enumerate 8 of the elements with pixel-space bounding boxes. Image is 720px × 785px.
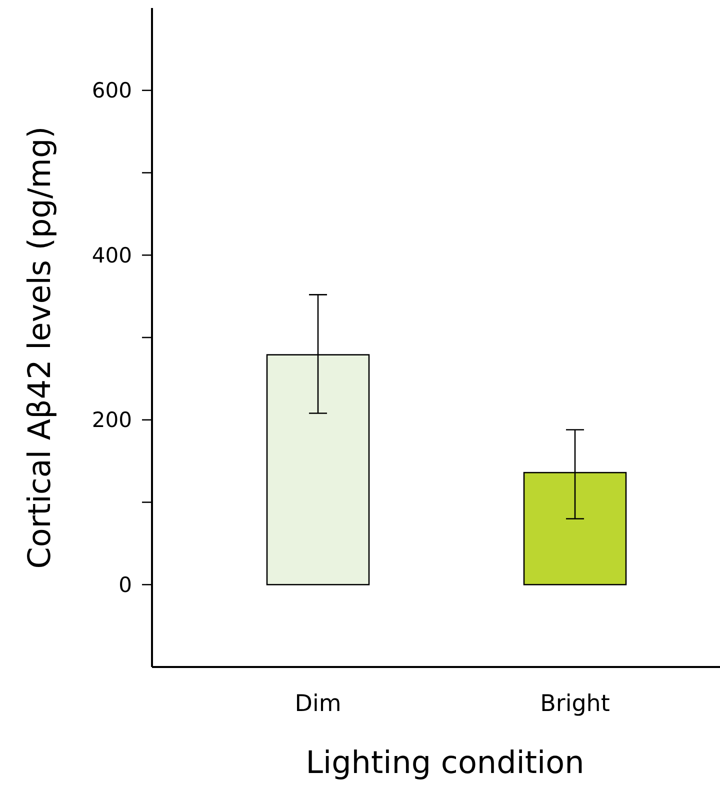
x-axis-title: Lighting condition	[306, 745, 584, 781]
y-tick-label: 0	[118, 572, 132, 597]
y-tick-label: 200	[92, 408, 132, 432]
x-tick-label: Bright	[540, 691, 610, 717]
y-axis-title: Cortical Aβ42 levels (pg/mg)	[22, 126, 58, 569]
y-tick-label: 600	[92, 78, 132, 103]
y-tick-label: 400	[92, 243, 132, 268]
x-tick-label: Dim	[294, 691, 342, 717]
